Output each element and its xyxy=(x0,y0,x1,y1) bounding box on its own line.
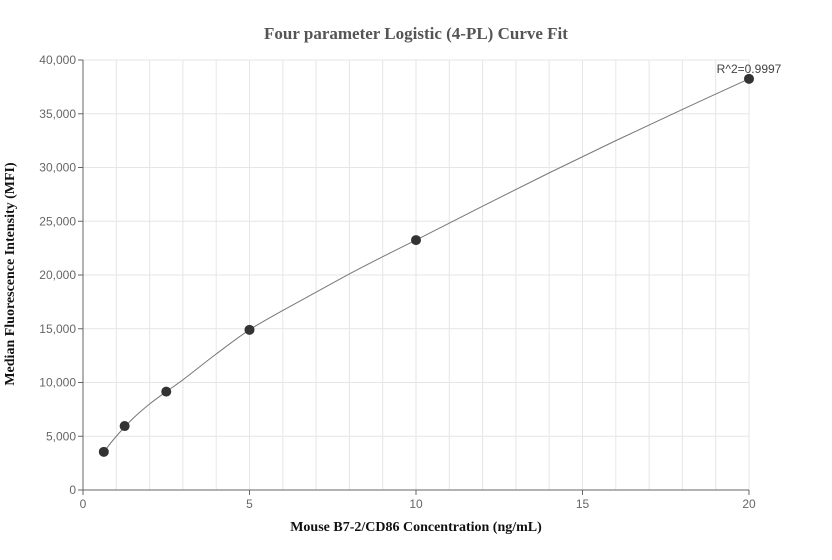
y-tick-label: 10,000 xyxy=(39,376,76,390)
x-tick-label: 5 xyxy=(246,497,253,511)
data-points xyxy=(98,73,754,457)
data-point[interactable] xyxy=(411,235,421,246)
axes xyxy=(78,59,750,495)
y-tick-label: 5,000 xyxy=(46,429,76,443)
x-tick-label: 0 xyxy=(80,497,87,511)
grid xyxy=(83,59,750,490)
data-point[interactable] xyxy=(98,446,109,457)
y-tick-label: 0 xyxy=(69,483,76,497)
y-tick-label: 35,000 xyxy=(39,107,76,121)
x-tick-label: 15 xyxy=(576,497,590,511)
y-tick-label: 30,000 xyxy=(39,161,76,175)
fit-curve xyxy=(103,78,750,453)
chart-title: Four parameter Logistic (4-PL) Curve Fit xyxy=(264,24,568,43)
y-tick-label: 40,000 xyxy=(39,53,76,67)
tick-labels: 0 5,000 10,000 15,000 20,000 25,000 30,000 35,0… xyxy=(39,53,756,511)
y-axis-title: Median Fluorescence Intensity (MFI) xyxy=(3,162,18,386)
x-tick-label: 10 xyxy=(409,497,423,511)
data-point[interactable] xyxy=(744,73,754,84)
y-tick-label: 25,000 xyxy=(39,214,76,228)
y-tick-label: 20,000 xyxy=(39,268,76,282)
data-point[interactable] xyxy=(119,421,130,432)
x-tick-label: 20 xyxy=(742,497,756,511)
y-tick-label: 15,000 xyxy=(39,322,76,336)
x-axis-title: Mouse B7-2/CD86 Concentration (ng/mL) xyxy=(290,520,542,535)
r-squared-annotation: R^2=0.9997 xyxy=(717,62,782,76)
data-point[interactable] xyxy=(244,324,255,335)
data-point[interactable] xyxy=(161,386,172,397)
